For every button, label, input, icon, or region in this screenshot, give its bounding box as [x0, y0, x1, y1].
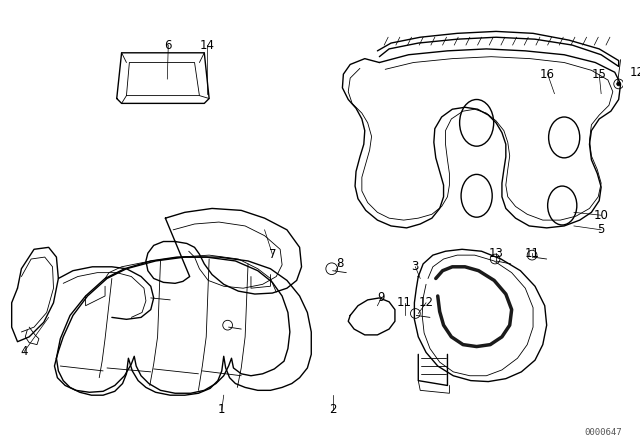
Text: 6: 6	[164, 39, 172, 52]
Text: 14: 14	[200, 39, 214, 52]
Text: 8: 8	[336, 258, 343, 271]
Text: 10: 10	[594, 209, 609, 222]
Text: 12: 12	[630, 66, 640, 79]
Text: 4: 4	[20, 345, 28, 358]
Text: 15: 15	[592, 68, 607, 81]
Text: 2: 2	[329, 403, 337, 416]
Text: 1: 1	[218, 403, 225, 416]
Text: 0000647: 0000647	[584, 428, 622, 437]
Text: 11: 11	[525, 247, 540, 260]
Text: 3: 3	[412, 260, 419, 273]
Text: 9: 9	[378, 292, 385, 305]
Text: 7: 7	[269, 248, 276, 261]
Text: 5: 5	[598, 224, 605, 237]
Text: 16: 16	[540, 68, 555, 81]
Text: 13: 13	[489, 247, 504, 260]
Text: 12: 12	[419, 296, 433, 309]
Text: 11: 11	[397, 296, 412, 309]
Circle shape	[617, 82, 621, 86]
